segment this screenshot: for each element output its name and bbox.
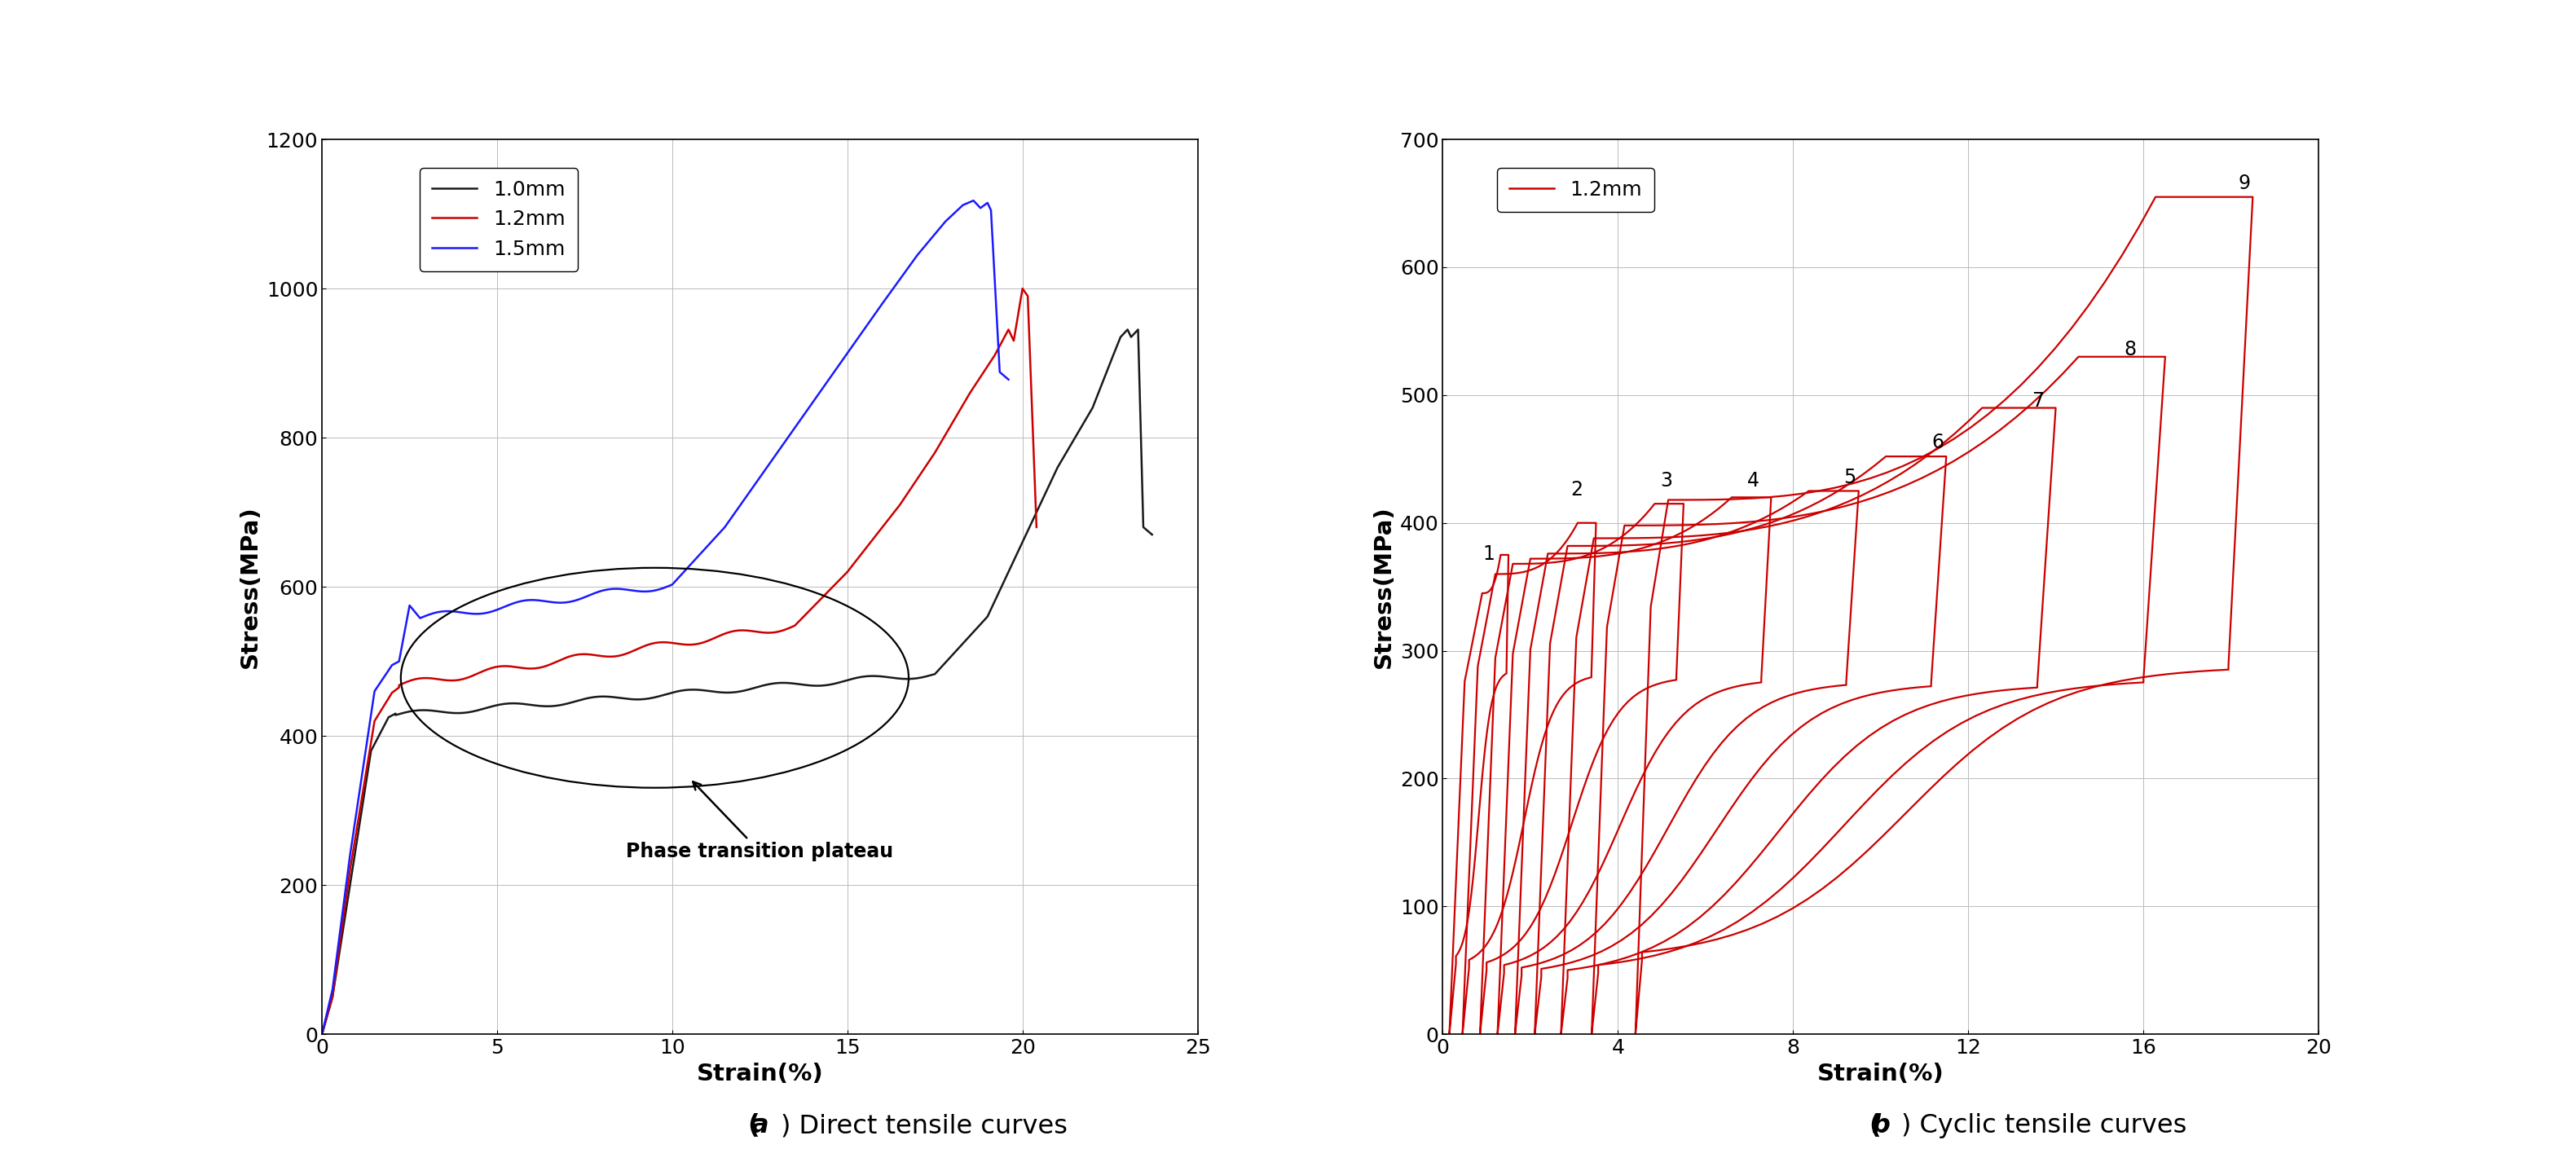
1.5mm [868, 296, 899, 310]
Text: ) Cyclic tensile curves: ) Cyclic tensile curves [1901, 1113, 2187, 1139]
Legend: 1.0mm, 1.2mm, 1.5mm: 1.0mm, 1.2mm, 1.5mm [420, 167, 577, 271]
1.0mm [466, 702, 497, 716]
1.5mm [958, 194, 989, 208]
Text: 5: 5 [1844, 467, 1857, 487]
1.5mm [307, 1027, 337, 1041]
Text: a: a [752, 1113, 768, 1139]
1.0mm [307, 1027, 337, 1041]
1.2mm [440, 674, 471, 688]
1.5mm [744, 471, 775, 485]
Y-axis label: Stress(MPa): Stress(MPa) [240, 505, 263, 668]
Text: Phase transition plateau: Phase transition plateau [626, 782, 894, 861]
Text: 1: 1 [1484, 544, 1494, 564]
1.5mm [992, 373, 1023, 387]
1.0mm [1113, 323, 1144, 337]
1.2mm [631, 638, 662, 652]
Text: ) Direct tensile curves: ) Direct tensile curves [781, 1113, 1066, 1139]
1.2mm [832, 565, 863, 579]
Line: 1.2mm: 1.2mm [322, 288, 1036, 1034]
Text: b: b [1870, 1113, 1891, 1139]
1.2mm [1020, 521, 1051, 535]
Line: 1.5mm: 1.5mm [322, 201, 1007, 1034]
1.5mm [832, 346, 863, 360]
Text: (: ( [1868, 1113, 1880, 1139]
1.0mm [1136, 528, 1167, 541]
Line: 1.0mm: 1.0mm [322, 330, 1151, 1034]
Text: 4: 4 [1747, 472, 1759, 490]
1.0mm [1077, 401, 1108, 415]
1.0mm [914, 668, 945, 682]
Text: 9: 9 [2239, 173, 2249, 193]
Text: 6: 6 [1932, 433, 1945, 452]
1.2mm [1007, 281, 1038, 295]
Y-axis label: Stress(MPa): Stress(MPa) [1373, 505, 1396, 668]
1.5mm [502, 595, 533, 609]
1.2mm [376, 686, 407, 700]
X-axis label: Strain(%): Strain(%) [1816, 1062, 1945, 1085]
1.5mm [366, 673, 397, 687]
1.0mm [765, 676, 796, 690]
Text: 2: 2 [1571, 480, 1582, 500]
1.0mm [389, 705, 420, 719]
Text: 3: 3 [1659, 472, 1672, 490]
1.2mm [307, 1027, 337, 1041]
1.0mm [1131, 522, 1162, 536]
Text: (: ( [747, 1113, 760, 1139]
X-axis label: Strain(%): Strain(%) [696, 1062, 824, 1085]
Text: 8: 8 [2125, 339, 2136, 359]
1.5mm [381, 655, 412, 669]
1.2mm [647, 636, 677, 650]
1.2mm [350, 768, 381, 782]
Legend: 1.2mm: 1.2mm [1497, 167, 1654, 211]
Text: 7: 7 [2032, 390, 2045, 410]
